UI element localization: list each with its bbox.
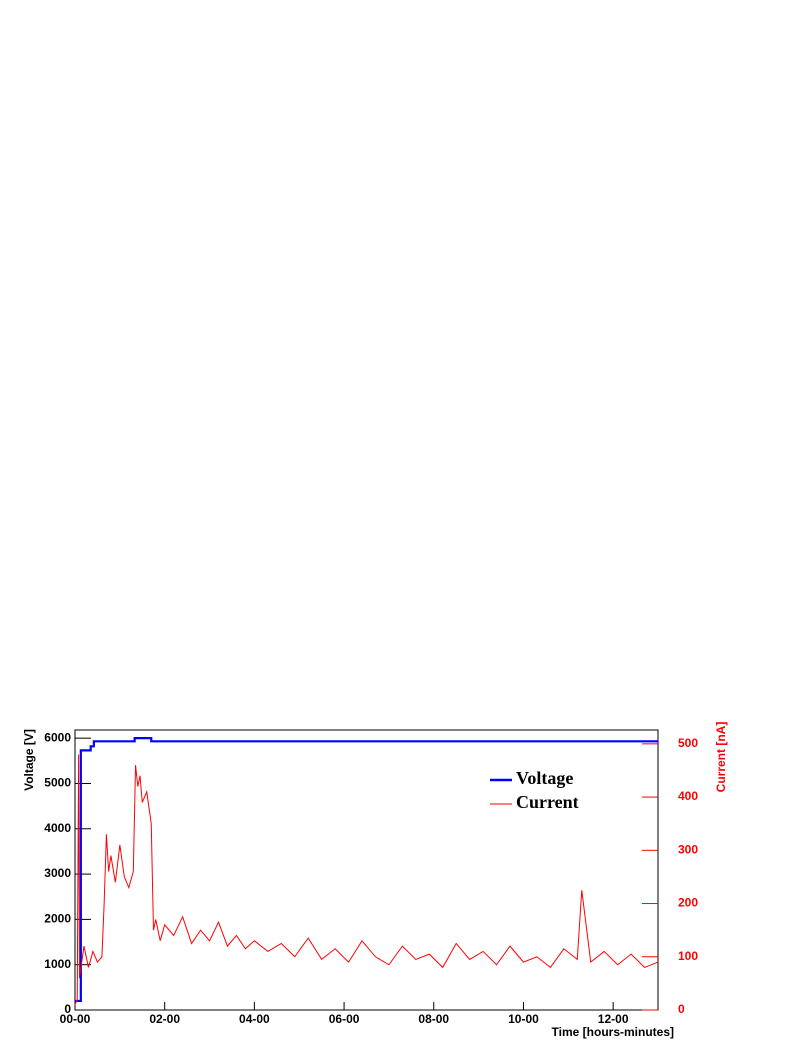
x-tick-label: 06-00 [329,1012,360,1026]
y2-axis-title: Current [nA] [714,722,728,793]
y-tick-label: 4000 [44,821,71,835]
y-tick-label: 5000 [44,776,71,790]
y2-tick-label: 300 [678,842,698,856]
y-axis-title: Voltage [V] [22,729,36,791]
y2-tick-label: 0 [678,1002,685,1016]
series-line [74,754,659,1005]
y-tick-label: 6000 [44,730,71,744]
x-tick-label: 10-00 [508,1012,539,1026]
y2-tick-label: 400 [678,789,698,803]
y-tick-label: 1000 [44,957,71,971]
plot-frame [74,729,659,1011]
series-line [75,737,658,1003]
x-tick-label: 02-00 [149,1012,180,1026]
x-axis-title: Time [hours-minutes] [552,1025,674,1039]
x-tick-label: 12-00 [598,1012,629,1026]
y-tick-label: 2000 [44,912,71,926]
x-tick-label: 08-00 [418,1012,449,1026]
y2-tick-label: 500 [678,736,698,750]
legend-label: Voltage [516,768,573,788]
legend-label: Current [516,792,579,812]
y-tick-label: 0 [64,1002,71,1016]
x-tick-label: 04-00 [239,1012,270,1026]
y2-tick-label: 200 [678,896,698,910]
y-tick-label: 3000 [44,866,71,880]
y2-tick-label: 100 [678,949,698,963]
x-tick-label: 00-00 [60,1012,91,1026]
